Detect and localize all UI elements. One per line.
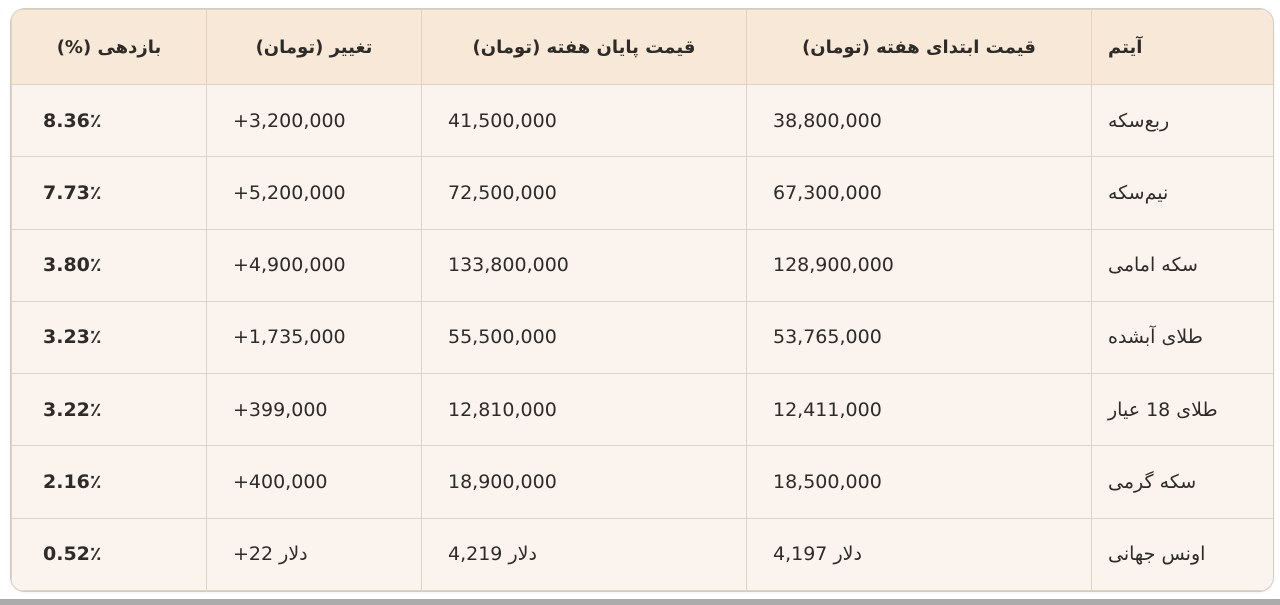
bottom-divider xyxy=(0,599,1280,605)
cell-start-price: 4,197 دلار xyxy=(746,517,1092,591)
cell-return: 3.80٪ xyxy=(11,228,207,302)
cell-item: نیم‌سکه xyxy=(1091,156,1273,230)
cell-end-price: 12,810,000 xyxy=(421,373,747,447)
cell-item: ربع‌سکه xyxy=(1091,83,1273,158)
cell-change: +1,735,000 xyxy=(206,300,422,375)
table-row: 8.36٪ +3,200,000 41,500,000 38,800,000 ر… xyxy=(11,83,1273,158)
cell-start-price: 67,300,000 xyxy=(746,156,1092,230)
header-cell-return: بازدهی (%) xyxy=(11,9,207,85)
header-cell-end-price: قیمت پایان هفته (تومان) xyxy=(421,9,747,85)
cell-start-price: 38,800,000 xyxy=(746,83,1092,158)
price-table-card: بازدهی (%) تغییر (تومان) قیمت پایان هفته… xyxy=(10,8,1274,592)
table-row: 7.73٪ +5,200,000 72,500,000 67,300,000 ن… xyxy=(11,156,1273,230)
cell-change: +3,200,000 xyxy=(206,83,422,158)
cell-end-price: 18,900,000 xyxy=(421,445,747,519)
header-row: بازدهی (%) تغییر (تومان) قیمت پایان هفته… xyxy=(11,9,1273,85)
header-cell-item: آیتم xyxy=(1091,9,1273,85)
cell-change: +399,000 xyxy=(206,373,422,447)
table-row: 2.16٪ +400,000 18,900,000 18,500,000 سکه… xyxy=(11,445,1273,519)
cell-return: 3.22٪ xyxy=(11,373,207,447)
cell-end-price: 4,219 دلار xyxy=(421,517,747,591)
table-row: 3.23٪ +1,735,000 55,500,000 53,765,000 ط… xyxy=(11,300,1273,375)
cell-return: 2.16٪ xyxy=(11,445,207,519)
cell-item: طلای آبشده xyxy=(1091,300,1273,375)
cell-change: +400,000 xyxy=(206,445,422,519)
cell-return: 7.73٪ xyxy=(11,156,207,230)
header-cell-change: تغییر (تومان) xyxy=(206,9,422,85)
cell-item: سکه امامی xyxy=(1091,228,1273,302)
cell-return: 0.52٪ xyxy=(11,517,207,591)
cell-item: سکه گرمی xyxy=(1091,445,1273,519)
cell-change: +4,900,000 xyxy=(206,228,422,302)
cell-item: طلای 18 عیار xyxy=(1091,373,1273,447)
cell-return: 8.36٪ xyxy=(11,83,207,158)
header-cell-start-price: قیمت ابتدای هفته (تومان) xyxy=(746,9,1092,85)
cell-start-price: 128,900,000 xyxy=(746,228,1092,302)
cell-end-price: 55,500,000 xyxy=(421,300,747,375)
cell-start-price: 12,411,000 xyxy=(746,373,1092,447)
cell-return: 3.23٪ xyxy=(11,300,207,375)
cell-start-price: 53,765,000 xyxy=(746,300,1092,375)
cell-start-price: 18,500,000 xyxy=(746,445,1092,519)
cell-end-price: 72,500,000 xyxy=(421,156,747,230)
table-row: 0.52٪ +22 دلار 4,219 دلار 4,197 دلار اون… xyxy=(11,517,1273,591)
cell-item: اونس جهانی xyxy=(1091,517,1273,591)
gold-price-table: بازدهی (%) تغییر (تومان) قیمت پایان هفته… xyxy=(11,9,1273,591)
cell-end-price: 41,500,000 xyxy=(421,83,747,158)
cell-change: +5,200,000 xyxy=(206,156,422,230)
table-row: 3.22٪ +399,000 12,810,000 12,411,000 طلا… xyxy=(11,373,1273,447)
cell-end-price: 133,800,000 xyxy=(421,228,747,302)
cell-change: +22 دلار xyxy=(206,517,422,591)
table-row: 3.80٪ +4,900,000 133,800,000 128,900,000… xyxy=(11,228,1273,302)
